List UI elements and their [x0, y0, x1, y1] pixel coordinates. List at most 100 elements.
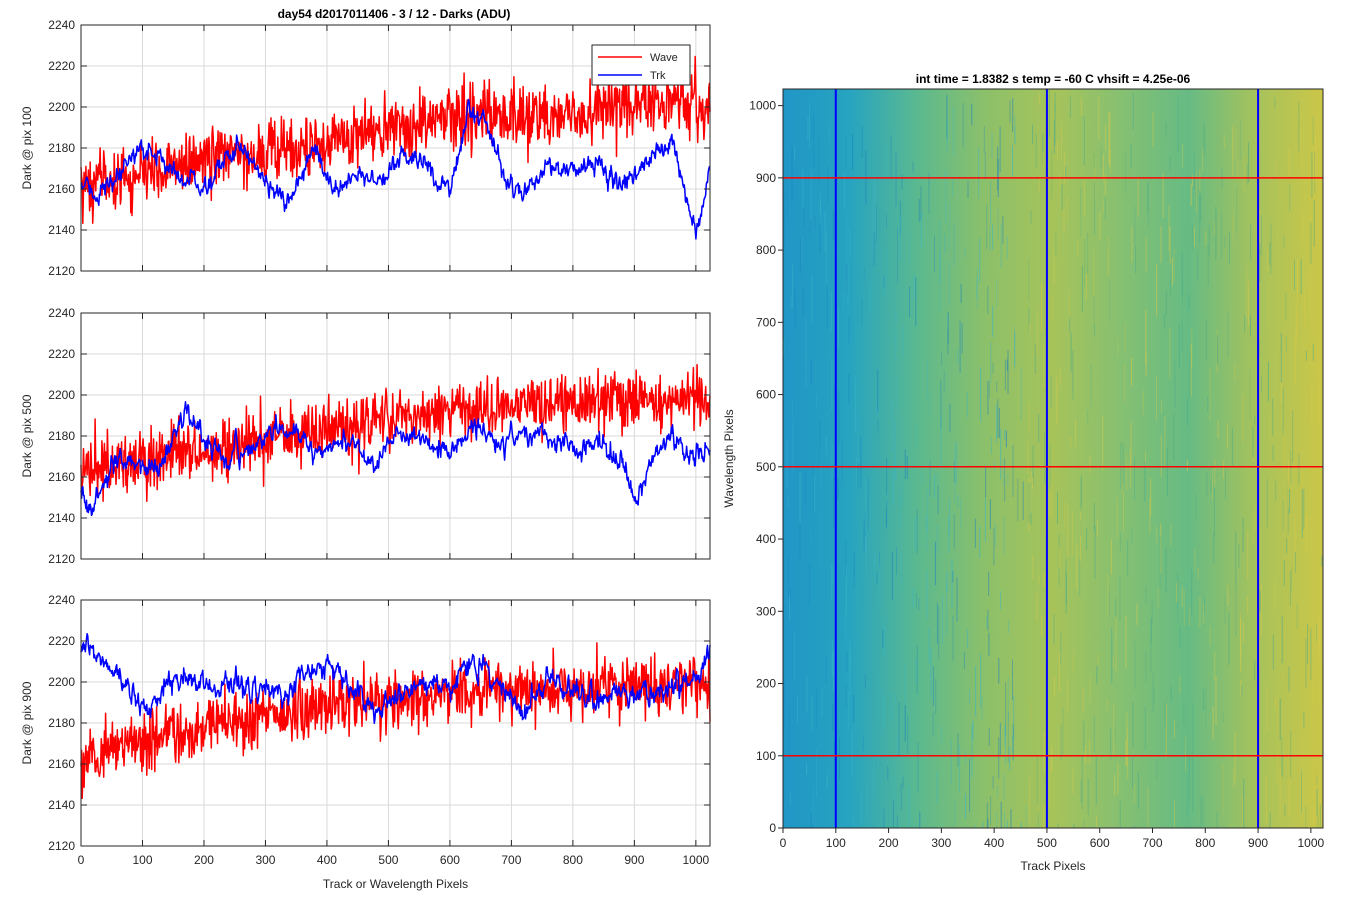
texture-streak — [892, 800, 894, 828]
texture-streak — [908, 785, 910, 828]
texture-streak — [1313, 746, 1315, 794]
figure-title: day54 d2017011406 - 3 / 12 - Darks (ADU) — [278, 7, 511, 21]
texture-streak — [1066, 195, 1068, 221]
texture-streak — [1181, 319, 1183, 352]
texture-streak — [1134, 640, 1136, 690]
texture-streak — [992, 305, 994, 337]
texture-streak — [918, 199, 920, 222]
texture-streak — [1145, 586, 1147, 604]
x-tick-label: 800 — [563, 853, 583, 867]
texture-streak — [833, 740, 835, 754]
texture-streak — [1162, 173, 1164, 219]
texture-streak — [937, 524, 939, 554]
texture-streak — [1008, 620, 1010, 634]
texture-streak — [1107, 249, 1109, 274]
texture-streak — [957, 348, 959, 365]
texture-streak — [1028, 402, 1030, 434]
texture-streak — [832, 650, 834, 693]
texture-streak — [1294, 513, 1296, 552]
texture-streak — [987, 818, 989, 828]
texture-streak — [895, 152, 897, 207]
texture-streak — [1096, 816, 1098, 828]
texture-streak — [1134, 457, 1135, 501]
texture-streak — [864, 510, 866, 536]
texture-streak — [1095, 757, 1097, 805]
texture-streak — [928, 627, 930, 663]
texture-streak — [877, 369, 879, 413]
texture-streak — [1087, 232, 1089, 275]
texture-streak — [1254, 506, 1256, 531]
texture-streak — [1188, 294, 1190, 310]
texture-streak — [833, 385, 835, 402]
texture-streak — [1050, 376, 1052, 408]
texture-streak — [1085, 746, 1087, 764]
texture-streak — [845, 261, 847, 281]
texture-streak — [1105, 124, 1106, 150]
texture-streak — [1294, 259, 1295, 291]
texture-streak — [812, 465, 814, 515]
texture-streak — [901, 174, 903, 190]
texture-streak — [976, 267, 978, 309]
texture-streak — [791, 400, 793, 418]
texture-streak — [1065, 570, 1067, 606]
texture-streak — [1144, 461, 1146, 502]
texture-streak — [937, 486, 939, 515]
texture-streak — [1191, 328, 1193, 368]
texture-streak — [863, 521, 865, 551]
texture-streak — [1312, 682, 1314, 705]
texture-streak — [1041, 665, 1043, 720]
texture-streak — [1189, 355, 1191, 398]
texture-streak — [1194, 548, 1196, 571]
texture-streak — [1120, 442, 1122, 489]
texture-streak — [832, 210, 834, 240]
texture-streak — [1002, 460, 1004, 487]
texture-streak — [1282, 388, 1284, 435]
texture-streak — [998, 658, 1000, 684]
texture-streak — [1232, 125, 1234, 160]
texture-streak — [1310, 628, 1312, 680]
texture-streak — [999, 722, 1001, 757]
texture-streak — [1283, 234, 1285, 249]
texture-streak — [1000, 590, 1001, 610]
texture-streak — [813, 115, 815, 168]
texture-streak — [957, 733, 959, 767]
texture-streak — [1226, 422, 1228, 449]
texture-streak — [865, 535, 867, 574]
texture-streak — [839, 737, 840, 779]
texture-streak — [1004, 726, 1006, 747]
texture-streak — [1181, 586, 1183, 607]
texture-streak — [1130, 144, 1132, 169]
texture-streak — [1235, 584, 1237, 636]
texture-streak — [1321, 555, 1323, 567]
texture-streak — [867, 477, 869, 531]
heatmap-axes-box — [782, 88, 1324, 829]
texture-streak — [1277, 225, 1279, 247]
texture-streak — [852, 817, 854, 828]
texture-streak — [1274, 579, 1276, 612]
texture-streak — [1065, 559, 1067, 614]
texture-streak — [1149, 497, 1151, 534]
texture-streak — [787, 494, 789, 508]
texture-streak — [1244, 315, 1246, 332]
texture-streak — [1082, 687, 1084, 712]
texture-streak — [1111, 636, 1113, 685]
texture-streak — [988, 728, 990, 746]
texture-streak — [797, 695, 798, 724]
texture-streak — [1147, 787, 1149, 828]
texture-streak — [928, 173, 930, 214]
texture-streak — [886, 214, 887, 229]
texture-streak — [799, 471, 801, 524]
texture-streak — [1194, 226, 1195, 248]
texture-streak — [846, 215, 848, 265]
texture-streak — [927, 359, 928, 399]
texture-streak — [987, 818, 988, 828]
texture-streak — [1041, 615, 1043, 638]
texture-streak — [1000, 222, 1002, 268]
texture-streak — [950, 738, 952, 785]
texture-streak — [992, 776, 994, 789]
texture-streak — [1009, 100, 1011, 124]
texture-streak — [809, 220, 811, 234]
texture-streak — [1164, 415, 1166, 467]
texture-streak — [1199, 169, 1201, 195]
texture-streak — [1042, 134, 1044, 166]
